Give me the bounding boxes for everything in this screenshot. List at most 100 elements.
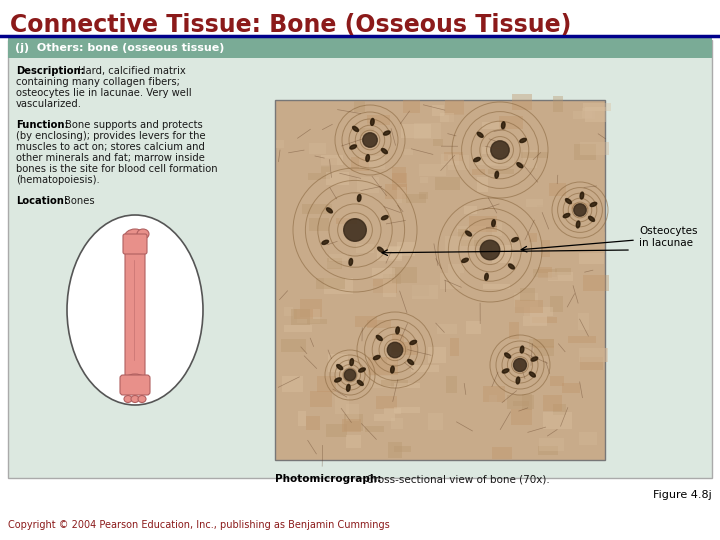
Ellipse shape: [131, 395, 139, 402]
Bar: [292, 251, 305, 258]
Bar: [374, 414, 395, 421]
Text: vascularized.: vascularized.: [16, 99, 82, 109]
Bar: [388, 442, 402, 457]
Ellipse shape: [576, 221, 580, 228]
Circle shape: [387, 342, 402, 357]
Ellipse shape: [477, 132, 483, 137]
Bar: [8, 38, 712, 58]
Ellipse shape: [123, 374, 147, 390]
Bar: [492, 222, 502, 236]
Bar: [394, 407, 420, 413]
Ellipse shape: [384, 131, 390, 135]
Bar: [435, 177, 460, 190]
Bar: [359, 127, 374, 136]
Text: (hematopoiesis).: (hematopoiesis).: [16, 175, 100, 185]
Bar: [327, 258, 342, 269]
Text: Function:: Function:: [16, 120, 68, 130]
Bar: [513, 187, 530, 199]
Bar: [297, 309, 320, 323]
Text: Connective Tissue: Bone (Osseous Tissue): Connective Tissue: Bone (Osseous Tissue): [10, 13, 572, 37]
Bar: [482, 147, 503, 154]
Bar: [440, 273, 460, 288]
Bar: [581, 348, 608, 362]
Bar: [411, 365, 439, 372]
Bar: [290, 138, 313, 154]
Bar: [317, 376, 336, 392]
Bar: [307, 319, 327, 325]
Ellipse shape: [590, 202, 597, 206]
Bar: [387, 352, 397, 363]
Text: Location:: Location:: [16, 196, 68, 206]
Ellipse shape: [531, 357, 538, 361]
Ellipse shape: [503, 369, 509, 373]
Bar: [448, 264, 464, 273]
Bar: [577, 232, 605, 244]
Bar: [477, 177, 487, 192]
Ellipse shape: [137, 229, 149, 239]
Ellipse shape: [377, 247, 384, 252]
Bar: [532, 317, 557, 323]
Bar: [550, 295, 562, 312]
Bar: [372, 267, 395, 278]
Ellipse shape: [516, 377, 520, 384]
Bar: [346, 435, 361, 448]
Bar: [284, 307, 293, 316]
Bar: [385, 184, 408, 199]
Circle shape: [574, 204, 586, 216]
Bar: [330, 193, 356, 206]
Bar: [540, 344, 552, 359]
Ellipse shape: [377, 335, 382, 341]
Bar: [543, 411, 572, 429]
Circle shape: [363, 133, 377, 147]
Text: containing many collagen fibers;: containing many collagen fibers;: [16, 77, 180, 87]
Bar: [585, 107, 606, 122]
Ellipse shape: [124, 229, 146, 247]
Ellipse shape: [357, 380, 364, 386]
Bar: [284, 325, 312, 332]
Bar: [321, 166, 330, 179]
Bar: [469, 216, 498, 232]
Bar: [397, 242, 415, 256]
Text: bones is the site for blood cell formation: bones is the site for blood cell formati…: [16, 164, 217, 174]
Bar: [552, 404, 566, 415]
Ellipse shape: [67, 215, 203, 405]
Bar: [367, 320, 391, 328]
Text: other minerals and fat; marrow inside: other minerals and fat; marrow inside: [16, 153, 205, 163]
Bar: [364, 426, 384, 432]
Bar: [574, 144, 596, 160]
FancyBboxPatch shape: [120, 375, 150, 395]
Bar: [428, 347, 446, 362]
Bar: [513, 401, 528, 406]
Bar: [420, 164, 446, 176]
Ellipse shape: [396, 327, 400, 334]
Bar: [324, 278, 353, 294]
Bar: [357, 178, 379, 193]
Bar: [356, 245, 374, 253]
Bar: [320, 156, 343, 165]
Bar: [381, 380, 408, 386]
Bar: [325, 172, 348, 185]
Bar: [577, 313, 589, 330]
Bar: [507, 395, 534, 409]
Bar: [276, 140, 284, 148]
Bar: [371, 376, 391, 388]
Bar: [466, 321, 482, 334]
Bar: [492, 447, 513, 459]
Bar: [509, 322, 518, 339]
Bar: [277, 138, 297, 145]
Bar: [533, 339, 554, 348]
Bar: [438, 446, 449, 456]
Ellipse shape: [517, 163, 523, 168]
Bar: [437, 325, 456, 334]
Bar: [405, 148, 413, 155]
Bar: [384, 408, 401, 414]
Bar: [433, 105, 444, 116]
Bar: [580, 143, 609, 155]
Circle shape: [491, 141, 509, 159]
Bar: [543, 395, 562, 411]
Text: Photomicrograph:: Photomicrograph:: [275, 474, 382, 484]
Text: Copyright © 2004 Pearson Education, Inc., publishing as Benjamin Cummings: Copyright © 2004 Pearson Education, Inc.…: [8, 520, 390, 530]
Ellipse shape: [521, 346, 524, 353]
Bar: [328, 354, 348, 372]
Bar: [282, 376, 302, 392]
